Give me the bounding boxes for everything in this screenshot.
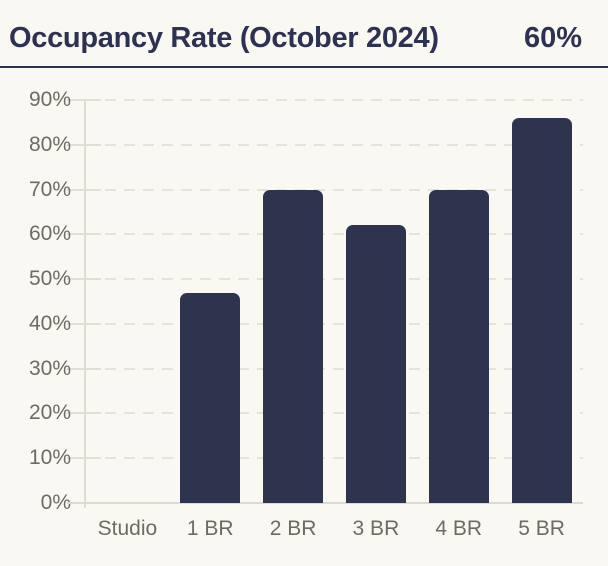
x-axis-label: 2 BR <box>269 517 317 540</box>
y-axis-label: 60% <box>28 222 71 246</box>
gridline <box>86 99 583 101</box>
x-axis-label: 5 BR <box>518 517 565 540</box>
y-axis-label: 90% <box>28 88 71 111</box>
bar-1-br <box>180 292 241 503</box>
chart-title: Occupancy Rate (October 2024) <box>9 21 439 54</box>
bar-3-br <box>345 225 406 503</box>
tick-mark <box>67 457 101 460</box>
gridline <box>86 233 583 236</box>
gridline <box>86 457 583 460</box>
plot-area: 0% 10% 20% 30% 40% 50% 60% 70% 80% 90% <box>29 88 583 514</box>
bar-4-br <box>428 189 489 503</box>
y-axis-label: 70% <box>28 177 71 201</box>
tick-mark <box>67 367 101 370</box>
gridline <box>86 278 583 281</box>
occupancy-rate-widget: Occupancy Rate (October 2024) 60% 0% 10% 2… <box>0 0 608 541</box>
bar-chart: 0% 10% 20% 30% 40% 50% 60% 70% 80% 90% Studio 1 BR… <box>0 88 608 541</box>
tick-mark <box>67 412 101 415</box>
tick-mark <box>67 143 101 146</box>
bar-2-br <box>263 189 324 503</box>
tick-mark <box>67 278 101 281</box>
y-axis-label: 30% <box>28 356 71 380</box>
gridline <box>86 188 583 191</box>
header: Occupancy Rate (October 2024) 60% <box>0 0 608 66</box>
bar-5-br <box>511 117 572 503</box>
bar-slot <box>252 100 335 503</box>
y-axis-label: 80% <box>28 132 71 156</box>
bar-slot <box>417 100 500 503</box>
header-value: 60% <box>523 21 582 54</box>
y-axis-label: 40% <box>28 311 71 335</box>
x-axis-labels: Studio 1 BR 2 BR 3 BR 4 BR 5 BR <box>86 517 583 541</box>
x-axis-label: 4 BR <box>435 517 483 540</box>
gridline <box>86 412 583 415</box>
tick-mark <box>67 188 101 191</box>
bars-container <box>86 100 583 503</box>
bar-slot <box>334 100 417 503</box>
y-axis-label: 20% <box>28 401 71 425</box>
header-divider <box>0 66 608 68</box>
bar-slot <box>169 100 252 503</box>
gridline <box>86 367 583 370</box>
x-axis-label: 3 BR <box>352 517 400 540</box>
tick-mark <box>67 233 101 236</box>
y-axis-label: 0% <box>40 491 71 514</box>
bar-slot <box>86 100 169 503</box>
y-axis-label: 50% <box>28 267 71 291</box>
tick-mark <box>67 99 101 101</box>
x-axis-label: Studio <box>97 517 158 540</box>
tick-mark <box>67 322 101 325</box>
x-axis-line <box>67 502 583 504</box>
y-axis-label: 10% <box>28 446 71 470</box>
gridline <box>86 143 583 146</box>
gridline <box>86 322 583 325</box>
bar-slot <box>500 100 583 503</box>
x-axis-label: 1 BR <box>186 517 234 540</box>
